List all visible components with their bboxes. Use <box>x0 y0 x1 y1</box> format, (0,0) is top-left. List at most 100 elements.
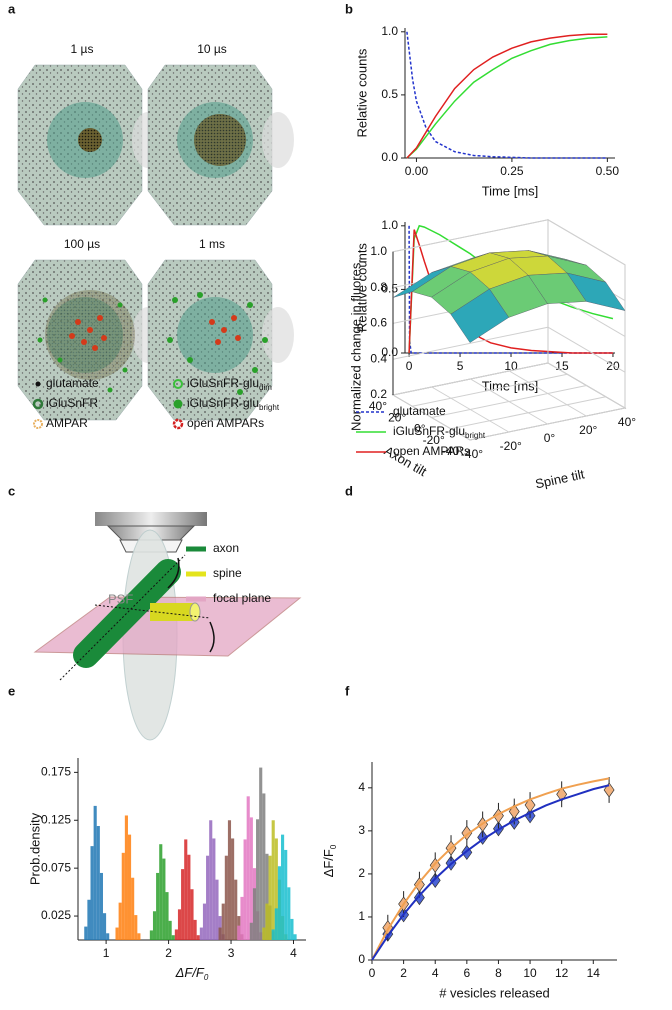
data-line <box>406 31 608 159</box>
histogram-bar <box>209 820 213 940</box>
legend-text: iGluSnFR-glu <box>187 376 259 390</box>
histogram-bar <box>256 819 260 940</box>
y-axis-label: Relative counts <box>354 48 369 137</box>
histogram-bar <box>99 872 103 940</box>
x-tick-label: 14 <box>587 966 601 980</box>
legend-label: open AMPARs <box>393 444 470 458</box>
data-point <box>429 857 441 873</box>
y-axis-label: ΔF/F0 <box>321 844 338 877</box>
histogram-bar <box>202 903 207 940</box>
surface-cell <box>450 288 510 343</box>
legend-label: spine <box>213 566 242 580</box>
y-axis-label-text: ΔF/F <box>321 849 336 877</box>
histogram-bar <box>177 909 182 940</box>
timepoint-label: 100 µs <box>64 237 100 251</box>
histogram-bar <box>152 911 157 940</box>
legend-label: iGluSnFR-glubright <box>187 396 280 412</box>
x-tick-label: 10 <box>523 966 537 980</box>
legend-marker <box>32 398 44 410</box>
data-point <box>508 803 520 820</box>
histogram-bar <box>165 892 169 940</box>
y-tick-label: 1.0 <box>381 24 398 38</box>
histogram-bar <box>240 896 244 940</box>
x-tick-label: 12 <box>555 966 569 980</box>
grid-line <box>392 326 626 373</box>
legend-label: iGluSnFR <box>46 396 98 410</box>
histogram-bar <box>159 844 163 940</box>
y-tick-label: 0.0 <box>381 150 398 164</box>
y-tick-label: 20° <box>579 423 597 437</box>
z-tick-label: 0.8 <box>370 280 387 294</box>
glutamate-cloud <box>78 128 102 152</box>
grid-line <box>431 386 510 433</box>
legend-subscript: dim <box>259 383 272 392</box>
x-tick-label: 8 <box>495 966 502 980</box>
x-tick-label: 0 <box>369 966 376 980</box>
y-axis-label: Spine tilt <box>534 466 586 491</box>
y-tick-label: 0.025 <box>41 908 71 922</box>
y-axis-label: Relative counts <box>354 243 369 332</box>
x-tick-label: 1 <box>103 946 110 960</box>
histogram-bar <box>265 903 269 940</box>
histogram-bar <box>290 918 294 940</box>
histogram-bar <box>281 834 285 940</box>
legend-marker <box>35 381 41 387</box>
axon-axis <box>59 554 186 681</box>
x-axis-label: # vesicles released <box>439 985 550 1000</box>
y-tick-label: 4 <box>358 780 365 794</box>
y-tick-label: 0.0 <box>381 345 398 359</box>
legend-label: iGluSnFR-gludim <box>187 376 272 392</box>
x-axis-label-subscript: 0 <box>204 973 209 982</box>
y-tick-label: 2 <box>358 866 365 880</box>
histogram-bar <box>231 838 235 940</box>
histogram-bar <box>215 879 219 940</box>
histogram-bar <box>162 858 166 940</box>
y-tick-label: 0 <box>358 952 365 966</box>
histogram-bar <box>246 796 250 940</box>
y-tick-label: 40° <box>618 415 636 429</box>
legend-text: iGluSnFR-glu <box>187 396 259 410</box>
histogram-bar <box>287 887 291 940</box>
x-tick-label: 0.25 <box>500 164 524 178</box>
grid-line <box>392 219 626 266</box>
histogram-bar <box>277 866 282 940</box>
legend-text: iGluSnFR-glu <box>393 424 465 438</box>
histogram-bar <box>190 889 194 940</box>
histogram-bar <box>271 929 275 940</box>
x-tick-label: 4 <box>290 946 297 960</box>
histogram-bar <box>84 926 88 940</box>
y-tick-label: -40° <box>461 447 483 461</box>
histogram-bar <box>184 839 188 940</box>
open-ampars <box>209 315 241 345</box>
timepoint-label: 1 ms <box>199 237 225 251</box>
histogram-bar <box>224 855 228 940</box>
legend-text: glutamate <box>393 404 446 418</box>
x-tick-label: 2 <box>400 966 407 980</box>
histogram-bar <box>271 820 275 940</box>
y-axis-label-subscript: 0 <box>329 844 338 849</box>
legend-label: axon <box>213 541 239 555</box>
open-ampars <box>69 315 107 351</box>
y-tick-label: 0.5 <box>381 282 398 296</box>
histogram-bar <box>106 933 110 940</box>
histogram-bar <box>127 834 132 940</box>
rotation-arrow <box>167 557 180 589</box>
rotation-arrow <box>209 621 215 653</box>
histogram-bar <box>118 902 122 940</box>
grid-line <box>392 394 471 441</box>
x-tick-label: 4 <box>432 966 439 980</box>
psf-label: PSF <box>108 591 133 606</box>
histogram-bar <box>168 920 172 940</box>
panel-label: f <box>345 683 350 698</box>
legend-subscript: bright <box>259 403 280 412</box>
histogram-bar <box>262 793 266 940</box>
data-line <box>371 777 610 961</box>
legend-subscript: bright <box>465 431 486 440</box>
x-tick-label: 6 <box>463 966 470 980</box>
spine-head <box>189 602 201 622</box>
legend-label: AMPAR <box>46 416 88 430</box>
y-tick-label: 0.075 <box>41 860 71 874</box>
x-tick-label: 5 <box>457 359 464 373</box>
legend-label: iGluSnFR-glubright <box>393 424 486 440</box>
